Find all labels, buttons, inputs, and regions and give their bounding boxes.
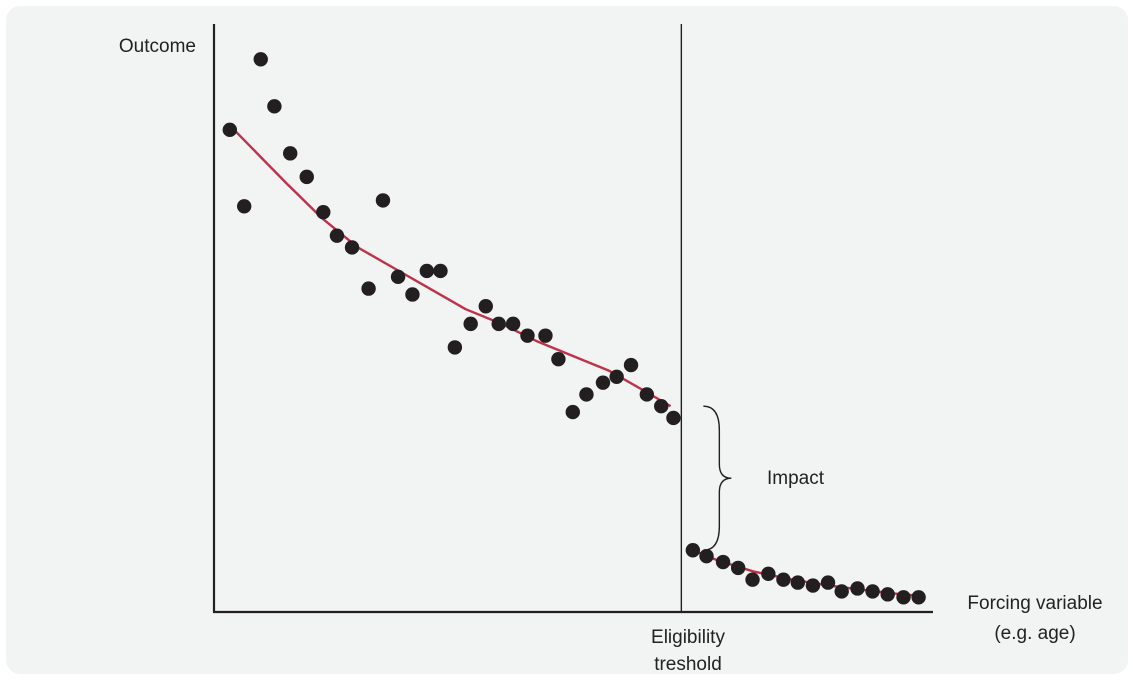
data-point-below-threshold	[639, 387, 655, 402]
data-point-below-threshold	[361, 281, 376, 296]
data-point-above-threshold	[776, 572, 791, 587]
data-point-below-threshold	[447, 340, 463, 355]
data-point-below-threshold	[666, 410, 681, 426]
data-point-below-threshold	[405, 287, 420, 302]
data-point-below-threshold	[253, 52, 268, 67]
x-axis-label-line-1: Forcing variable	[967, 593, 1102, 614]
data-point-below-threshold	[595, 375, 611, 390]
data-point-below-threshold	[267, 99, 282, 114]
data-point-below-threshold	[390, 269, 406, 285]
chart-panel	[6, 6, 1128, 674]
data-point-below-threshold	[433, 263, 448, 279]
data-point-above-threshold	[730, 560, 746, 576]
data-point-above-threshold	[834, 584, 849, 599]
data-point-below-threshold	[565, 404, 580, 420]
axes	[212, 24, 933, 614]
data-point-above-threshold	[699, 548, 714, 564]
threshold-label-line-2: treshold	[654, 654, 722, 675]
data-point-below-threshold	[375, 193, 391, 208]
data-point-above-threshold	[911, 590, 926, 605]
impact-label: Impact	[767, 468, 825, 489]
data-point-below-threshold	[579, 387, 594, 402]
data-point-above-threshold	[805, 578, 821, 593]
data-point-below-threshold	[538, 328, 553, 343]
data-point-below-threshold	[654, 399, 669, 414]
data-point-below-threshold	[344, 240, 360, 255]
fit-lines	[227, 123, 923, 598]
data-point-below-threshold	[551, 351, 566, 367]
data-points	[222, 52, 926, 605]
data-point-above-threshold	[820, 575, 836, 590]
data-point-below-threshold	[520, 328, 535, 343]
data-point-above-threshold	[880, 587, 895, 602]
data-point-below-threshold	[283, 146, 298, 161]
data-point-below-threshold	[329, 228, 345, 243]
data-point-below-threshold	[236, 199, 252, 214]
data-point-above-threshold	[896, 590, 911, 605]
data-point-below-threshold	[491, 316, 506, 332]
data-point-above-threshold	[685, 543, 701, 558]
data-point-below-threshold	[463, 316, 478, 332]
data-point-below-threshold	[222, 122, 238, 138]
threshold-label-line-1: Eligibility	[651, 627, 725, 648]
data-point-above-threshold	[865, 584, 880, 599]
data-point-above-threshold	[761, 566, 776, 581]
data-point-above-threshold	[715, 554, 731, 570]
data-point-above-threshold	[850, 581, 865, 596]
y-axis-label: Outcome	[119, 36, 196, 57]
data-point-below-threshold	[623, 357, 639, 373]
data-point-below-threshold	[419, 263, 435, 279]
data-point-below-threshold	[299, 169, 314, 185]
data-point-above-threshold	[790, 575, 806, 590]
data-point-below-threshold	[505, 316, 521, 332]
impact-brace	[703, 405, 732, 551]
data-point-above-threshold	[745, 572, 760, 587]
data-point-below-threshold	[478, 299, 493, 314]
data-point-below-threshold	[609, 369, 624, 384]
fit-line-below-threshold	[227, 123, 672, 408]
x-axis-label-line-2: (e.g. age)	[994, 623, 1075, 644]
data-point-below-threshold	[316, 204, 331, 220]
